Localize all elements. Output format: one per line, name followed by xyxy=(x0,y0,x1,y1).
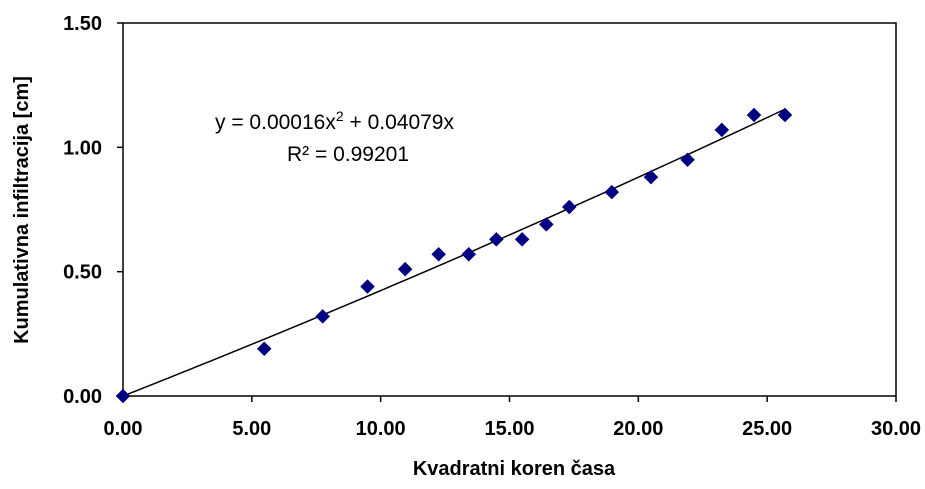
x-axis-title: Kvadratni koren časa xyxy=(413,458,616,480)
x-tick-label: 5.00 xyxy=(232,418,271,440)
data-point xyxy=(115,388,131,404)
data-point xyxy=(315,309,331,324)
data-point xyxy=(604,184,620,200)
x-tick-label: 0.00 xyxy=(104,418,143,440)
y-tick-label: 1.50 xyxy=(63,13,102,35)
data-point xyxy=(360,279,375,294)
data-point xyxy=(397,261,413,277)
axis-ticks: 0.00 5.00 10.00 15.00 20.00 25.00 30.00 0.00 0.5… xyxy=(63,13,921,440)
x-tick-label: 15.00 xyxy=(484,418,534,440)
x-tick-label: 10.00 xyxy=(356,418,406,440)
data-point xyxy=(514,231,530,247)
y-tick-label: 1.00 xyxy=(63,137,102,159)
data-point xyxy=(461,246,477,262)
y-axis-title: Kumulativna infiltracija [cm] xyxy=(11,76,33,344)
data-point xyxy=(538,217,554,232)
y-tick-label: 0.00 xyxy=(63,386,102,408)
r-squared-label: R² = 0.99201 xyxy=(287,143,409,166)
trendline xyxy=(122,108,786,397)
data-points xyxy=(115,107,793,404)
x-tick-label: 30.00 xyxy=(871,418,921,440)
data-point xyxy=(643,169,659,185)
plot-area xyxy=(122,22,897,397)
trendline-layer xyxy=(122,108,786,397)
data-point xyxy=(777,107,793,123)
trendline-equation: y = 0.00016x2 + 0.04079x xyxy=(215,108,454,134)
y-tick-label: 0.50 xyxy=(63,262,102,284)
data-point xyxy=(680,152,695,168)
data-point xyxy=(714,122,730,138)
x-tick-label: 25.00 xyxy=(742,418,792,440)
data-point xyxy=(561,199,577,215)
x-tick-label: 20.00 xyxy=(613,418,663,440)
data-point xyxy=(746,107,762,123)
data-point xyxy=(256,341,272,357)
data-point xyxy=(489,231,504,247)
data-point xyxy=(431,246,446,262)
